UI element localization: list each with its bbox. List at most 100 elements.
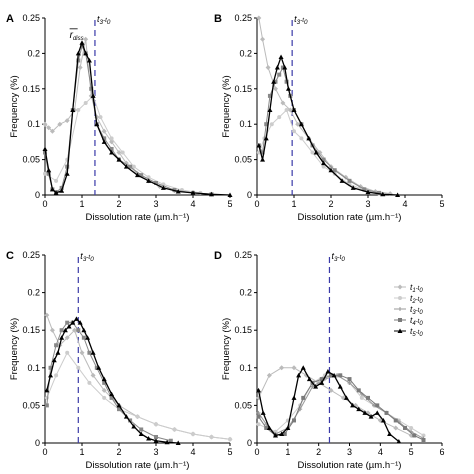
y-tick-label: 0 xyxy=(35,190,40,200)
data-point xyxy=(64,171,70,176)
data-point xyxy=(271,79,277,84)
series-5 xyxy=(256,365,402,444)
data-point xyxy=(325,369,331,374)
data-point xyxy=(98,115,103,120)
data-point xyxy=(175,188,181,194)
data-point xyxy=(102,136,107,141)
series-line xyxy=(258,17,391,195)
data-point xyxy=(79,40,85,45)
y-tick-label: 0 xyxy=(247,438,252,448)
annotation-label: rdiss xyxy=(70,30,84,42)
legend-label: t3-t0 xyxy=(410,304,423,316)
data-point xyxy=(123,414,129,419)
data-point xyxy=(131,164,136,169)
data-point xyxy=(135,172,140,178)
data-point xyxy=(277,72,282,77)
panel-label: A xyxy=(6,13,14,25)
data-point xyxy=(64,118,70,124)
data-point xyxy=(72,327,78,333)
x-tick-label: 1 xyxy=(291,199,296,209)
data-point xyxy=(256,387,262,393)
y-tick-label: 0.25 xyxy=(234,250,252,260)
x-tick-label: 3 xyxy=(153,447,158,457)
data-point xyxy=(90,93,96,98)
data-point xyxy=(359,395,364,400)
data-point xyxy=(76,58,81,63)
data-point xyxy=(256,422,261,427)
data-point xyxy=(54,178,59,183)
data-point xyxy=(128,164,133,169)
y-tick-label: 0.2 xyxy=(27,48,40,58)
data-point xyxy=(292,129,296,134)
series-line xyxy=(258,54,398,196)
data-point xyxy=(278,54,284,59)
data-point xyxy=(291,395,297,400)
data-point xyxy=(328,387,334,393)
y-tick-label: 0.25 xyxy=(234,13,252,23)
data-point xyxy=(44,403,49,408)
series-4 xyxy=(256,373,426,442)
data-point xyxy=(267,93,272,98)
data-point xyxy=(287,107,293,113)
x-tick-label: 3 xyxy=(347,447,352,457)
data-point xyxy=(83,36,89,42)
data-point xyxy=(96,365,102,370)
x-tick-label: 6 xyxy=(439,447,444,457)
x-tick-label: 5 xyxy=(227,447,232,457)
x-tick-label: 5 xyxy=(409,447,414,457)
series-line xyxy=(44,39,212,195)
y-axis-title: Frequency (%) xyxy=(221,75,232,137)
data-point xyxy=(319,380,325,385)
data-point xyxy=(59,188,65,193)
x-tick-label: 3 xyxy=(365,199,370,209)
x-tick-label: 2 xyxy=(116,447,121,457)
data-point xyxy=(321,164,326,169)
data-point xyxy=(260,150,265,155)
data-point xyxy=(227,192,233,197)
data-point xyxy=(365,189,371,195)
data-point xyxy=(116,150,122,156)
data-point xyxy=(123,160,129,166)
series-2 xyxy=(256,373,426,438)
x-tick-label: 2 xyxy=(316,447,321,457)
data-point xyxy=(55,350,61,355)
data-point xyxy=(102,395,107,400)
data-point xyxy=(116,402,122,408)
data-point xyxy=(164,439,170,445)
data-point xyxy=(42,146,48,151)
data-point xyxy=(154,422,158,427)
data-point xyxy=(139,427,144,432)
data-point xyxy=(256,410,261,415)
data-point xyxy=(347,178,352,183)
data-point xyxy=(256,15,262,21)
data-point xyxy=(65,320,70,325)
x-tick-label: 4 xyxy=(378,447,383,457)
data-point xyxy=(94,121,100,127)
data-point xyxy=(79,350,85,356)
data-point xyxy=(80,44,84,49)
y-tick-label: 0.25 xyxy=(22,250,40,260)
data-point xyxy=(264,122,269,127)
data-point xyxy=(332,168,337,173)
data-point xyxy=(356,388,361,393)
data-point xyxy=(377,190,382,195)
panel-label: B xyxy=(214,13,222,25)
data-point xyxy=(265,65,271,71)
y-tick-label: 0.15 xyxy=(22,84,40,94)
data-point xyxy=(146,435,152,441)
x-tick-label: 1 xyxy=(79,447,84,457)
data-point xyxy=(209,191,214,197)
reference-line-label: t3-t0 xyxy=(97,14,111,26)
y-tick-label: 0.05 xyxy=(234,155,252,165)
x-tick-label: 3 xyxy=(153,199,158,209)
x-tick-label: 1 xyxy=(285,447,290,457)
data-point xyxy=(280,65,285,70)
data-point xyxy=(81,335,86,340)
data-point xyxy=(172,427,177,432)
data-point xyxy=(329,373,333,378)
data-point xyxy=(75,50,81,56)
data-point xyxy=(62,327,68,333)
data-point xyxy=(101,128,107,134)
series-4 xyxy=(42,40,233,197)
